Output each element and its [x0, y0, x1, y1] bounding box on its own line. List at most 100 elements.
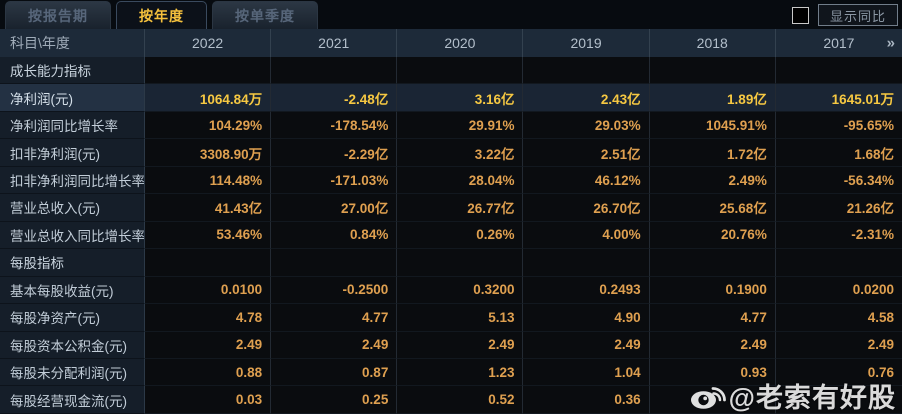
row-label: 扣非净利润(元) — [0, 139, 145, 167]
cell-value: -2.48亿 — [271, 84, 398, 112]
year-header-label: 2021 — [318, 35, 350, 51]
table-row: 扣非净利润(元) 3308.90万 -2.29亿 3.22亿 2.51亿 1.72亿 1.6… — [0, 139, 902, 167]
cell-value: 53.46% — [145, 221, 272, 250]
cell-value: 0.1900 — [649, 276, 776, 305]
cell-value: 0.84% — [271, 221, 398, 250]
cell-value: 3308.90万 — [145, 139, 272, 167]
cell-value: 4.78 — [145, 304, 272, 332]
cell-value: 26.70亿 — [523, 194, 650, 222]
cell-value: 41.43亿 — [145, 194, 272, 222]
cell-value: 28.04% — [397, 166, 524, 195]
tab-by-single-quarter[interactable]: 按单季度 — [212, 1, 318, 29]
cell-value: 0.2493 — [523, 276, 650, 305]
cell-value: 29.91% — [397, 111, 524, 140]
cell-value: -56.34% — [775, 166, 902, 195]
financial-table: 科目\年度 2022 2021 2020 2019 2018 2017 » 成长能力指标 净利… — [0, 29, 902, 414]
table-row: 每股指标 — [0, 249, 902, 277]
period-tabbar: 按报告期 按年度 按单季度 显示同比 — [0, 0, 902, 29]
cell-value: 114.48% — [145, 166, 272, 195]
cell-value: 1064.84万 — [145, 84, 272, 112]
table-row: 每股资本公积金(元) 2.49 2.49 2.49 2.49 2.49 2.49 — [0, 331, 902, 359]
year-header-label: 2018 — [696, 35, 728, 51]
cell-value: -171.03% — [271, 166, 398, 195]
tab-by-year[interactable]: 按年度 — [116, 1, 207, 29]
row-label: 扣非净利润同比增长率 — [0, 166, 145, 195]
cell-value: 1645.01万 — [775, 84, 902, 112]
year-header-label: 2017 — [823, 35, 855, 51]
cell-value: 1045.91% — [649, 111, 776, 140]
cell-value: 104.29% — [145, 111, 272, 140]
cell-value: 4.77 — [649, 304, 776, 332]
cell-value: 1.04 — [523, 358, 650, 387]
cell-value: 2.49 — [523, 331, 650, 359]
cell-value: 25.68亿 — [649, 194, 776, 222]
cell-value: 0.88 — [145, 358, 272, 387]
year-header: 2021 — [271, 29, 398, 57]
cell-value — [649, 386, 776, 414]
corner-header-label: 科目\年度 — [0, 29, 145, 57]
year-header: 2022 — [145, 29, 272, 57]
table-row: 成长能力指标 — [0, 57, 902, 85]
cell-value — [775, 249, 902, 277]
cell-value: 2.49 — [397, 331, 524, 359]
cell-value: 2.49 — [145, 331, 272, 359]
table-header-row: 科目\年度 2022 2021 2020 2019 2018 2017 » — [0, 29, 902, 57]
table-row: 每股经营现金流(元) 0.03 0.25 0.52 0.36 — [0, 386, 902, 414]
cell-value: 1.68亿 — [775, 139, 902, 167]
row-label: 净利润(元) — [0, 84, 145, 112]
year-header: 2019 — [523, 29, 650, 57]
tab-by-report-period[interactable]: 按报告期 — [5, 1, 111, 29]
cell-value: 4.90 — [523, 304, 650, 332]
cell-value: 3.22亿 — [397, 139, 524, 167]
cell-value — [271, 249, 398, 277]
row-label: 营业总收入同比增长率 — [0, 221, 145, 250]
cell-value — [523, 57, 650, 85]
table-row: 净利润同比增长率 104.29% -178.54% 29.91% 29.03% 1045.… — [0, 111, 902, 140]
cell-value — [397, 57, 524, 85]
cell-value: 0.03 — [145, 386, 272, 414]
row-label: 净利润同比增长率 — [0, 111, 145, 140]
year-header: 2017 » — [776, 29, 902, 57]
table-row: 每股净资产(元) 4.78 4.77 5.13 4.90 4.77 4.58 — [0, 304, 902, 332]
year-header-label: 2020 — [444, 35, 476, 51]
cell-value: 4.00% — [523, 221, 650, 250]
row-label: 每股净资产(元) — [0, 304, 145, 332]
cell-value — [523, 249, 650, 277]
year-header-label: 2022 — [192, 35, 224, 51]
row-label: 营业总收入(元) — [0, 194, 145, 222]
cell-value: -95.65% — [775, 111, 902, 140]
table-body: 成长能力指标 净利润(元) 1064.84万 -2.48亿 3.16亿 2.43亿 1.89… — [0, 57, 902, 414]
cell-value — [649, 249, 776, 277]
cell-value — [397, 249, 524, 277]
cell-value: 2.51亿 — [523, 139, 650, 167]
cell-value — [775, 57, 902, 85]
row-label: 每股资本公积金(元) — [0, 331, 145, 359]
cell-value: 21.26亿 — [775, 194, 902, 222]
cell-value — [271, 57, 398, 85]
row-label: 基本每股收益(元) — [0, 276, 145, 305]
cell-value: -178.54% — [271, 111, 398, 140]
year-header: 2018 — [650, 29, 776, 57]
cell-value: -0.2500 — [271, 276, 398, 305]
cell-value: 0.52 — [397, 386, 524, 414]
cell-value: 4.58 — [775, 304, 902, 332]
cell-value: 29.03% — [523, 111, 650, 140]
cell-value: -2.29亿 — [271, 139, 398, 167]
cell-value: 0.25 — [271, 386, 398, 414]
cell-value: 26.77亿 — [397, 194, 524, 222]
show-yoy-button[interactable]: 显示同比 — [817, 4, 898, 26]
show-yoy-checkbox[interactable] — [791, 7, 809, 24]
row-label: 每股未分配利润(元) — [0, 358, 145, 387]
row-label: 成长能力指标 — [0, 57, 145, 85]
row-label: 每股经营现金流(元) — [0, 386, 145, 414]
cell-value: 20.76% — [649, 221, 776, 250]
cell-value: 2.49 — [775, 331, 902, 359]
cell-value: 4.77 — [271, 304, 398, 332]
cell-value: 3.16亿 — [397, 84, 524, 112]
cell-value: 1.89亿 — [649, 84, 776, 112]
table-row: 基本每股收益(元) 0.0100 -0.2500 0.3200 0.2493 0.1900… — [0, 276, 902, 305]
more-columns-icon[interactable]: » — [886, 34, 895, 52]
table-row: 净利润(元) 1064.84万 -2.48亿 3.16亿 2.43亿 1.89亿 1645.… — [0, 84, 902, 112]
cell-value — [649, 57, 776, 85]
